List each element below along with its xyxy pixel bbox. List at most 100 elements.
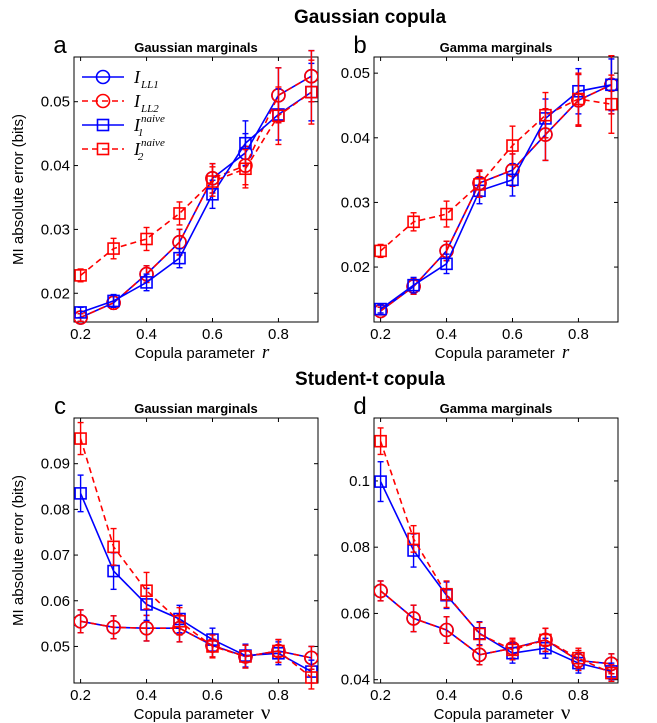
y-tick-label: 0.03 (341, 194, 370, 211)
panel-b: b Gamma marginals 0.2 0.4 0.6 0.8 0.02 0.03 0.04… (341, 32, 619, 363)
x-axis-label-text: Copula parameter (135, 345, 259, 362)
data-point-square (239, 162, 252, 176)
data-point-square (206, 175, 219, 188)
series-I_LL2 (74, 49, 318, 325)
data-point-square (605, 97, 618, 111)
data-point-square (572, 651, 585, 665)
panel-letter: c (54, 393, 66, 420)
data-point-circle (406, 611, 421, 626)
x-tick-label: 0.2 (370, 687, 391, 704)
x-axis-symbol: ν (261, 700, 271, 723)
x-axis-symbol: r (562, 342, 570, 363)
legend-sup: naive (141, 113, 165, 125)
data-point-square (206, 640, 219, 653)
series-line (80, 91, 312, 277)
legend-sub: 1 (138, 127, 144, 139)
data-point-square (74, 432, 87, 445)
series-group (374, 427, 618, 683)
data-point-square (305, 85, 318, 99)
legend-sup: naive (141, 137, 165, 149)
series-group (74, 421, 318, 690)
series-line (79, 438, 312, 679)
x-tick-label: 0.8 (268, 687, 289, 704)
x-tick-label: 0.2 (370, 326, 391, 343)
data-point-square (239, 136, 252, 150)
data-point-square (107, 540, 120, 554)
data-point-square (272, 109, 285, 123)
data-point-circle (139, 620, 154, 636)
y-tick-label: 0.08 (41, 501, 70, 518)
y-axis-label: MI absolute error (bits) (10, 475, 27, 626)
x-tick-label: 0.4 (136, 326, 157, 343)
legend-label: ILL2 (133, 91, 159, 115)
data-point-square (140, 584, 153, 598)
legend-label: Inaive 2 (133, 137, 165, 163)
x-tick-label: 0.6 (502, 687, 523, 704)
x-tick-label: 0.6 (202, 326, 223, 343)
y-tick-label: 0.06 (41, 593, 70, 610)
y-tick-label: 0.07 (41, 547, 70, 564)
x-axis-label-text: Copula parameter (434, 706, 558, 723)
data-point-circle (74, 614, 88, 629)
data-point-square (440, 257, 453, 271)
axes-box (373, 417, 619, 684)
y-tick-label: 0.02 (341, 259, 370, 276)
x-axis-symbol: ν (561, 700, 571, 723)
panel-letter: a (53, 32, 67, 59)
legend-marker-circle (95, 69, 111, 85)
x-axis-label: Copula parameter r (435, 342, 570, 363)
data-point-square (140, 232, 153, 246)
panel-title: Gaussian marginals (134, 401, 258, 416)
y-tick-label: 0.03 (41, 221, 70, 238)
panel-title: Gaussian marginals (134, 40, 258, 55)
axes-box (73, 417, 319, 684)
data-point-square (374, 302, 387, 316)
data-point-square (374, 434, 387, 448)
data-point-circle (106, 619, 121, 635)
panel-title: Gamma marginals (440, 401, 553, 416)
series-line (379, 440, 612, 674)
data-point-square (407, 532, 420, 546)
y-tick-label: 0.02 (41, 285, 70, 302)
panels: a Gaussian marginals 0.2 0.4 0.6 0.8 0.02 0.03 0… (10, 32, 619, 723)
data-point-square (506, 139, 519, 152)
data-point-square (407, 215, 420, 229)
panel-c: c Gaussian marginals 0.2 0.4 0.6 0.8 0.05 0.06 0… (10, 393, 319, 723)
data-point-square (473, 627, 486, 641)
y-tick-label: 0.06 (341, 605, 370, 622)
series-line (380, 590, 612, 665)
legend-marker-square (96, 142, 110, 156)
panel-letter: b (353, 32, 366, 59)
x-axis-label: Copula parameter ν (134, 700, 271, 723)
legend-marker-circle (95, 93, 111, 109)
x-tick-label: 0.8 (568, 687, 589, 704)
y-axis-label: MI absolute error (bits) (10, 114, 27, 265)
panel-a: a Gaussian marginals 0.2 0.4 0.6 0.8 0.02 0.03 0… (10, 32, 319, 363)
data-point-square (107, 294, 120, 308)
data-point-square (173, 615, 186, 628)
data-point-square (107, 242, 120, 255)
y-tick-label: 0.05 (41, 638, 70, 655)
series-I1_naive (374, 461, 618, 681)
data-point-square (539, 633, 552, 647)
series-I_LL1 (74, 49, 318, 325)
data-point-square (407, 278, 420, 292)
data-point-circle (472, 647, 487, 663)
x-axis-label-text: Copula parameter (134, 706, 258, 723)
data-point-square (506, 173, 519, 187)
data-point-square (440, 587, 453, 601)
data-point-square (305, 671, 318, 684)
x-tick-label: 0.2 (70, 326, 91, 343)
legend-sub: LL2 (140, 103, 159, 115)
x-tick-label: 0.4 (136, 687, 157, 704)
data-point-square (173, 207, 186, 220)
legend-main: I (133, 67, 141, 87)
series-I2_naive (374, 72, 618, 259)
data-point-square (239, 650, 252, 663)
data-point-square (272, 644, 285, 658)
series-I2_naive (74, 59, 318, 283)
series-I2_naive (74, 421, 318, 690)
data-point-square (374, 244, 387, 258)
